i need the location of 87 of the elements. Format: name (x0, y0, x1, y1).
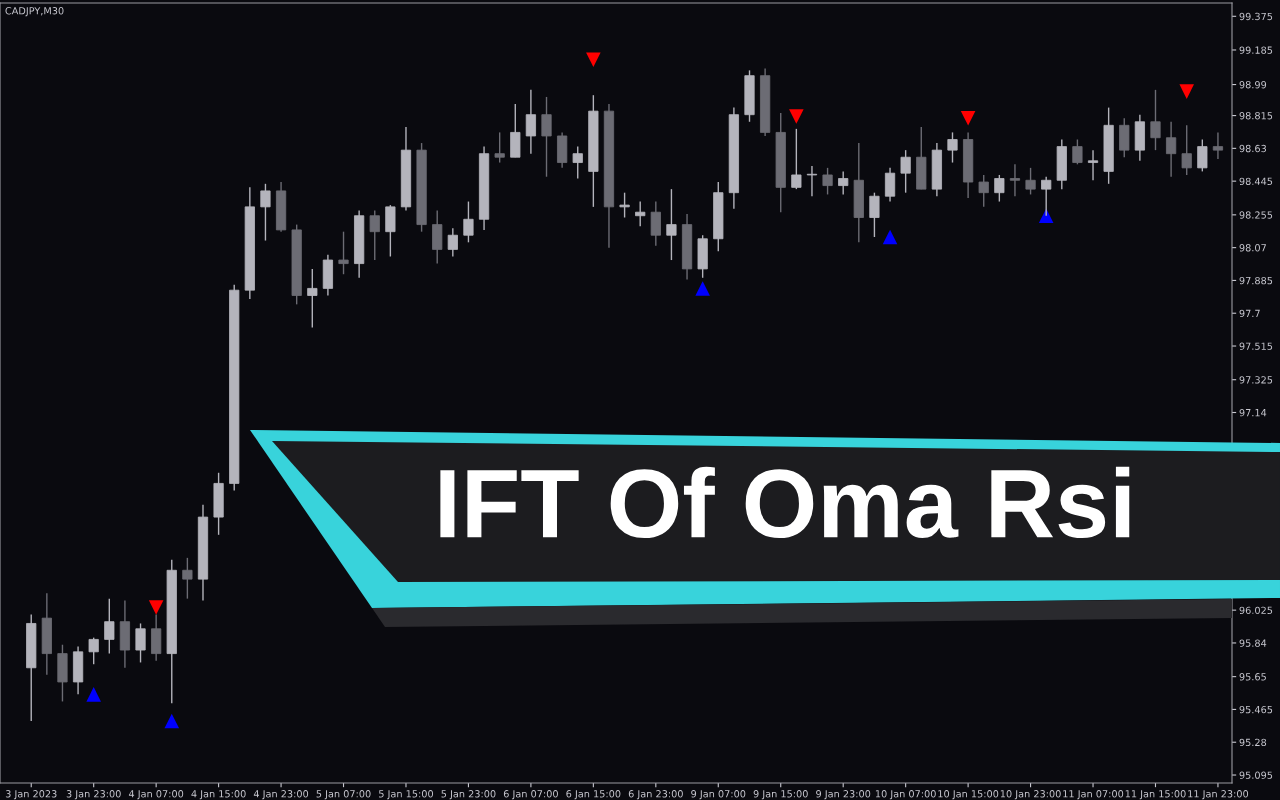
x-tick-label: 6 Jan 07:00 (503, 790, 558, 800)
candlestick (541, 96, 552, 178)
y-tick-label: 97.885 (1239, 276, 1273, 285)
point (789, 109, 804, 124)
candlestick (650, 200, 661, 247)
y-tick-label: 98.07 (1239, 244, 1266, 252)
x-tick-label: 3 Jan 2023 (5, 790, 57, 800)
candlestick (1025, 167, 1036, 196)
y-tick-label: 98.815 (1239, 112, 1273, 120)
point (695, 281, 710, 296)
x-tick-label: 5 Jan 23:00 (441, 790, 496, 800)
candlestick (838, 170, 849, 196)
point (1179, 84, 1194, 99)
y-tick-label: 95.095 (1239, 771, 1273, 779)
x-tick-label: 11 Jan 15:00 (1125, 790, 1186, 800)
y-tick-label: 95.465 (1239, 705, 1273, 714)
candlestick (869, 191, 880, 238)
y-tick-label: 95.84 (1239, 639, 1267, 647)
x-tick-label: 4 Jan 07:00 (128, 790, 184, 800)
point (148, 600, 164, 615)
candlestick (978, 174, 989, 208)
candlestick (947, 131, 958, 164)
candlestick (307, 268, 318, 329)
y-tick-label: 99.185 (1239, 46, 1273, 54)
candlestick (1150, 89, 1161, 151)
candlestick (806, 165, 818, 197)
x-tick-label: 5 Jan 07:00 (316, 790, 371, 800)
candlestick (88, 636, 99, 665)
y-tick-label: 99.375 (1239, 12, 1273, 21)
y-tick-label: 98.445 (1239, 177, 1273, 185)
y-tick-label: 98.63 (1239, 144, 1266, 153)
candlestick (994, 174, 1005, 203)
x-tick-label: 11 Jan 23:00 (1188, 790, 1249, 800)
candlestick (884, 167, 896, 203)
candlestick (1009, 163, 1021, 197)
candlestick (900, 149, 911, 194)
candlestick (635, 200, 646, 228)
y-tick-label: 97.325 (1239, 376, 1273, 384)
candlestick (104, 597, 115, 655)
x-tick-label: 4 Jan 15:00 (191, 790, 246, 800)
y-tick-label: 96.025 (1239, 606, 1273, 614)
x-tick-label: 9 Jan 15:00 (753, 790, 808, 800)
point (586, 52, 601, 68)
candlestick (1212, 131, 1224, 160)
candlestick (1166, 121, 1177, 178)
y-tick-label: 97.14 (1239, 408, 1267, 417)
x-tick-label: 3 Jan 23:00 (66, 790, 121, 800)
y-tick-label: 98.255 (1239, 211, 1273, 219)
point (164, 713, 180, 729)
candlestick (463, 200, 474, 244)
y-tick-label: 97.515 (1239, 342, 1273, 350)
x-tick-label: 5 Jan 15:00 (379, 790, 434, 800)
candlestick (1181, 124, 1192, 176)
candlestick (182, 557, 193, 600)
point (86, 687, 101, 702)
candlestick (525, 89, 536, 155)
x-tick-label: 10 Jan 15:00 (938, 790, 999, 800)
y-tick-label: 95.65 (1239, 673, 1266, 681)
text: IFT Of Oma Rsi (440, 466, 1130, 539)
candlestick (494, 131, 505, 164)
candlestick (1197, 138, 1208, 173)
candlestick (791, 128, 802, 190)
candlestick (1087, 149, 1099, 181)
candlestick (619, 191, 630, 219)
y-tick-label: 98.99 (1239, 81, 1267, 89)
x-tick-label: 4 Jan 23:00 (253, 790, 309, 800)
y-tick-label: 95.28 (1239, 738, 1267, 747)
candlestick (666, 188, 677, 261)
candlestick (572, 145, 583, 180)
candlestick (135, 622, 146, 664)
x-tick-label: 11 Jan 07:00 (1063, 790, 1124, 800)
x-tick-label: 10 Jan 07:00 (875, 790, 936, 800)
point (960, 110, 976, 126)
candlestick (338, 230, 349, 275)
candlestick (260, 183, 271, 242)
x-tick-label: 9 Jan 07:00 (691, 790, 746, 800)
candlestick (369, 209, 380, 261)
x-tick-label: 10 Jan 23:00 (1000, 790, 1061, 800)
x-tick-label: 9 Jan 23:00 (816, 790, 871, 800)
y-tick-label: 97.7 (1239, 309, 1260, 318)
candlestick (1072, 138, 1083, 166)
point (882, 229, 898, 245)
annotation: CADJPY,M30 (5, 7, 64, 17)
candlestick (822, 167, 833, 196)
x-tick-label: 6 Jan 23:00 (628, 790, 683, 800)
candlestick (447, 227, 458, 258)
x-tick-label: 6 Jan 15:00 (566, 790, 621, 800)
